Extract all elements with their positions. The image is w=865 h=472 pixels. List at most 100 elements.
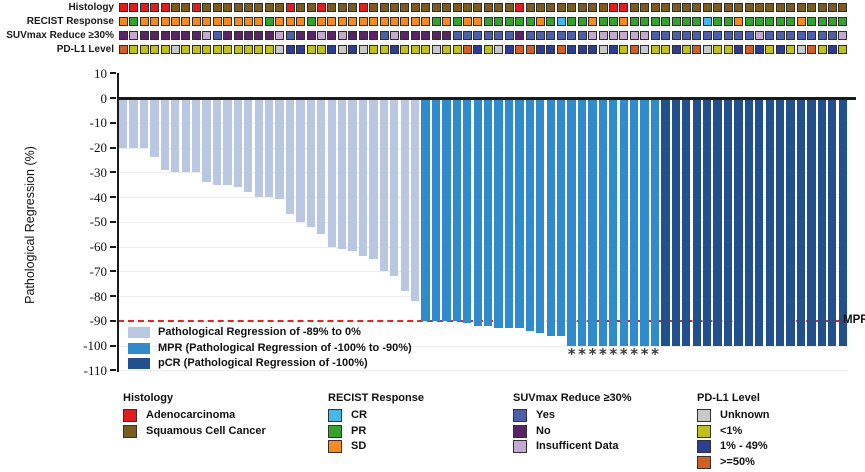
annotation-square [692, 3, 702, 12]
annotation-square [421, 17, 431, 26]
patient-bar [421, 99, 430, 321]
annotation-square [212, 3, 222, 12]
patient-bar [192, 99, 201, 173]
annotation-square [546, 17, 556, 26]
y-axis-tick [110, 121, 116, 124]
annotation-square [796, 17, 806, 26]
annotation-square [462, 3, 472, 12]
bar-legend-label: pCR (Pathological Regression of -100%) [158, 357, 368, 370]
patient-bar [494, 99, 503, 329]
annotation-square [838, 3, 848, 12]
legend-group-title: RECIST Response [328, 392, 424, 404]
mpr-threshold-label: MPR [843, 313, 865, 326]
patient-bar [713, 99, 722, 346]
patient-bar [598, 99, 608, 346]
annotation-square [316, 3, 326, 12]
annotation-square [567, 45, 577, 54]
patient-bar [577, 99, 587, 346]
annotation-square [118, 17, 128, 26]
annotation-square [410, 31, 420, 40]
y-axis-tick-label: -40 [89, 189, 107, 205]
annotation-square [754, 3, 764, 12]
annotation-square [577, 31, 587, 40]
annotation-square [765, 45, 775, 54]
annotation-square [567, 3, 577, 12]
annotation-square [452, 3, 462, 12]
legend-swatch [697, 455, 711, 469]
patient-bar [160, 99, 170, 170]
bar-legend-label: Pathological Regression of -89% to 0% [158, 326, 361, 338]
annotation-square [588, 3, 598, 12]
annotation-square [754, 17, 764, 26]
annotation-square [546, 31, 556, 40]
track-label-1: Histology [68, 2, 114, 13]
annotation-square [598, 17, 608, 26]
annotation-square [327, 17, 337, 26]
patient-bar [723, 99, 733, 346]
patient-bar [223, 99, 232, 185]
annotation-square [765, 31, 775, 40]
annotation-square [640, 31, 650, 40]
annotation-square [410, 45, 420, 54]
y-axis-tick-label: 10 [94, 65, 107, 81]
annotation-square [389, 3, 399, 12]
annotation-square [150, 3, 160, 12]
annotation-square [702, 3, 712, 12]
legend-item-label: Insufficent Data [536, 440, 619, 453]
annotation-square [723, 3, 733, 12]
annotation-square [556, 31, 566, 40]
annotation-square [650, 31, 660, 40]
annotation-square [807, 3, 817, 12]
annotation-square [744, 31, 754, 40]
annotation-square [754, 45, 764, 54]
annotation-square [118, 31, 128, 40]
bar-legend-swatch [128, 342, 150, 354]
annotation-square [223, 45, 233, 54]
annotation-square [462, 45, 472, 54]
annotation-square [546, 45, 556, 54]
patient-bar [765, 99, 774, 346]
annotation-square [608, 17, 618, 26]
track-label-3: SUVmax Reduce ≥30% [6, 30, 114, 41]
annotation-square [535, 3, 545, 12]
annotation-square [619, 31, 629, 40]
annotation-square [160, 17, 170, 26]
annotation-square [358, 17, 368, 26]
bar-legend-swatch [128, 327, 150, 338]
annotation-square [296, 17, 306, 26]
annotation-square [243, 3, 253, 12]
annotation-square [296, 31, 306, 40]
gridline [118, 221, 848, 223]
annotation-square [462, 17, 472, 26]
gridline [118, 296, 848, 297]
annotation-square [442, 17, 452, 26]
annotation-square [170, 17, 180, 26]
annotation-square [807, 31, 817, 40]
annotation-square [588, 17, 598, 26]
legend-swatch [123, 424, 137, 438]
annotation-square [723, 45, 733, 54]
legend-item-label: Adenocarcinoma [146, 409, 236, 421]
annotation-square [608, 3, 618, 12]
y-axis-tick [110, 171, 116, 174]
annotation-square [129, 31, 139, 40]
annotation-square [358, 3, 368, 12]
annotation-square [150, 31, 160, 40]
patient-bar [567, 99, 576, 346]
annotation-square [734, 17, 744, 26]
legend-item-label: No [536, 424, 551, 437]
annotation-square [744, 3, 754, 12]
annotation-square [139, 45, 149, 54]
y-axis-tick [110, 319, 116, 322]
annotation-square [494, 31, 504, 40]
annotation-square [202, 17, 212, 26]
annotation-square [160, 3, 170, 12]
patient-bar [619, 99, 628, 346]
annotation-square [181, 31, 191, 40]
legend-group-title: Histology [123, 392, 174, 404]
legend-item-label: Unknown [720, 409, 770, 421]
patient-bar [525, 99, 535, 331]
annotation-square [462, 31, 472, 40]
annotation-square [817, 45, 827, 54]
